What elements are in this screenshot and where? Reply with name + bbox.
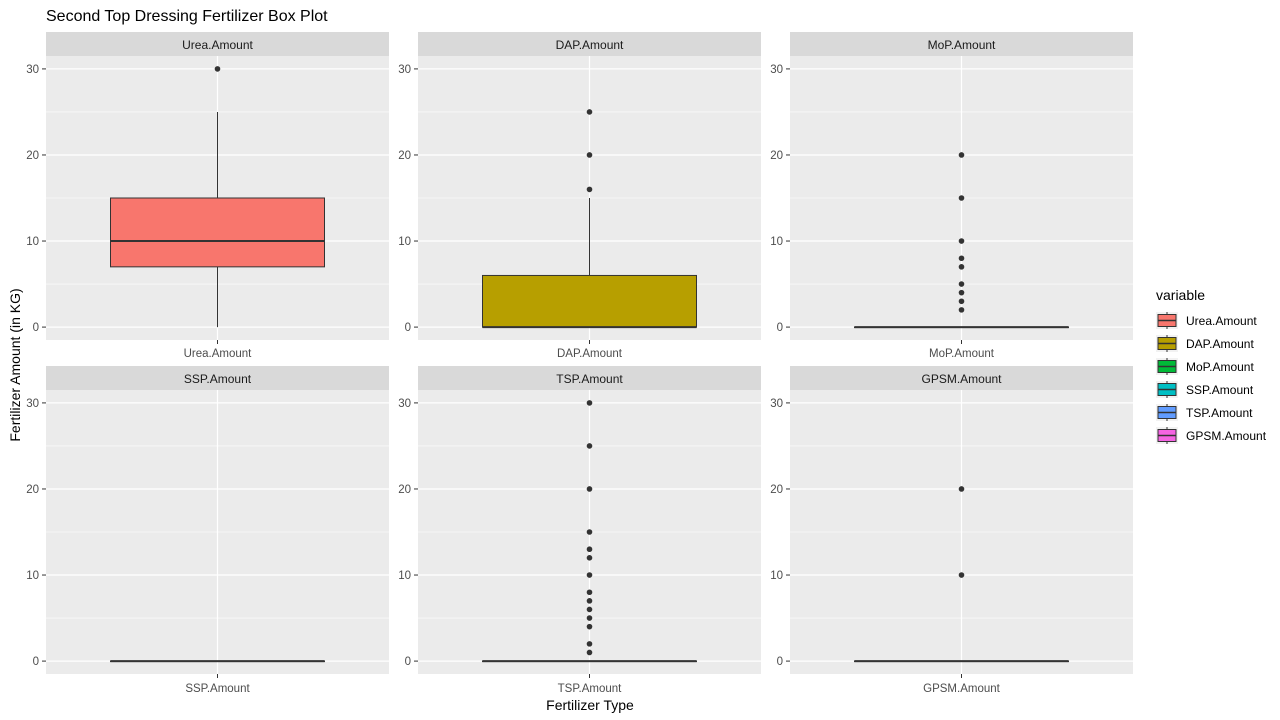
facet-strip-label: GPSM.Amount [921,372,1002,386]
outlier-point [586,572,593,578]
outlier-point [586,486,593,492]
facet-panels: Urea.Amount 0 10 20 30 Urea.Amount DAP.Amount 0… [26,32,1133,695]
outlier-point [586,529,593,535]
y-tick-label: 0 [33,322,39,334]
legend-label: MoP.Amount [1186,360,1254,374]
facet-dap: DAP.Amount 0 10 20 30 DAP.Amount [398,32,761,360]
outlier-point [586,649,593,656]
facet-urea: Urea.Amount 0 10 20 30 Urea.Amount [26,32,389,360]
facet-mop: MoP.Amount 0 10 20 30 MoP.Amount [770,32,1133,360]
legend-item-dap: DAP.Amount [1156,335,1254,352]
facet-strip-label: MoP.Amount [928,38,996,52]
facet-strip [790,366,1133,390]
y-tick-label: 10 [770,236,783,248]
outlier-point [958,289,965,296]
legend-label: TSP.Amount [1186,406,1253,420]
y-tick-label: 0 [33,656,39,668]
outlier-point [586,443,593,449]
legend-label: SSP.Amount [1186,383,1254,397]
chart-title: Second Top Dressing Fertilizer Box Plot [46,8,328,25]
facet-strip-label: TSP.Amount [556,372,623,386]
facet-tsp: TSP.Amount 0 10 20 30 TSP.Amount [398,366,761,695]
outlier-point [586,606,593,613]
box-iqr [482,274,697,328]
outlier-point [958,307,965,313]
legend: variable Urea.Amount DAP.Amount MoP.Amount… [1156,287,1267,444]
facet-strip-label: SSP.Amount [184,372,252,386]
x-tick-label: TSP.Amount [558,683,623,695]
y-tick-label: 20 [26,150,39,162]
y-tick-label: 10 [26,236,39,248]
outlier-point [586,615,593,621]
outlier-point [958,238,965,244]
x-tick-label: MoP.Amount [929,348,995,360]
outlier-point [958,281,965,287]
facet-strip [418,366,761,390]
x-tick-label: Urea.Amount [184,348,253,360]
outlier-point [958,486,965,492]
y-tick-label: 20 [398,484,411,496]
facet-strip-label: Urea.Amount [182,38,253,52]
outlier-point [586,598,593,604]
outlier-point [958,298,965,305]
box-iqr [110,197,325,268]
x-tick-label: SSP.Amount [185,683,250,695]
x-tick-label: DAP.Amount [557,348,623,360]
y-tick-label: 10 [770,570,783,582]
y-tick-label: 0 [777,656,783,668]
outlier-point [958,195,965,201]
outlier-point [958,152,965,158]
legend-item-gpsm: GPSM.Amount [1156,427,1267,444]
facet-gpsm: GPSM.Amount 0 10 20 30 GPSM.Amount [770,366,1133,695]
legend-item-tsp: TSP.Amount [1156,404,1253,421]
outlier-point [586,641,593,647]
y-tick-label: 10 [398,236,411,248]
legend-label: Urea.Amount [1186,314,1257,328]
outlier-point [586,152,593,158]
y-tick-label: 20 [770,150,783,162]
facet-strip [418,32,761,56]
facet-strip-label: DAP.Amount [556,38,624,52]
y-axis-title: Fertilizer Amount (in KG) [7,288,23,441]
outlier-point [586,109,593,115]
outlier-point [586,186,593,193]
y-tick-label: 30 [26,64,39,76]
facet-strip [46,366,389,390]
y-tick-label: 0 [405,656,411,668]
y-tick-label: 10 [26,570,39,582]
legend-title: variable [1156,287,1205,303]
outlier-point [586,589,593,596]
legend-item-urea: Urea.Amount [1156,312,1257,329]
outlier-point [586,623,593,630]
outlier-point [958,255,965,262]
y-tick-label: 20 [26,484,39,496]
facet-strip [790,32,1133,56]
y-tick-label: 0 [777,322,783,334]
y-tick-label: 30 [398,398,411,410]
y-tick-label: 30 [398,64,411,76]
outlier-point [586,546,593,553]
outlier-point [586,555,593,561]
legend-item-mop: MoP.Amount [1156,358,1254,375]
outlier-point [586,400,593,406]
y-tick-label: 10 [398,570,411,582]
legend-item-ssp: SSP.Amount [1156,381,1254,398]
y-tick-label: 0 [405,322,411,334]
y-tick-label: 20 [770,484,783,496]
x-tick-label: GPSM.Amount [923,683,1000,695]
facet-strip [46,32,389,56]
outlier-point [958,572,965,578]
facet-ssp: SSP.Amount 0 10 20 30 SSP.Amount [26,366,389,695]
y-tick-label: 20 [398,150,411,162]
legend-label: GPSM.Amount [1186,429,1267,443]
outlier-point [214,66,221,72]
legend-label: DAP.Amount [1186,337,1254,351]
x-axis-title: Fertilizer Type [546,697,634,713]
outlier-point [958,264,965,270]
y-tick-label: 30 [770,64,783,76]
y-tick-label: 30 [26,398,39,410]
y-tick-label: 30 [770,398,783,410]
